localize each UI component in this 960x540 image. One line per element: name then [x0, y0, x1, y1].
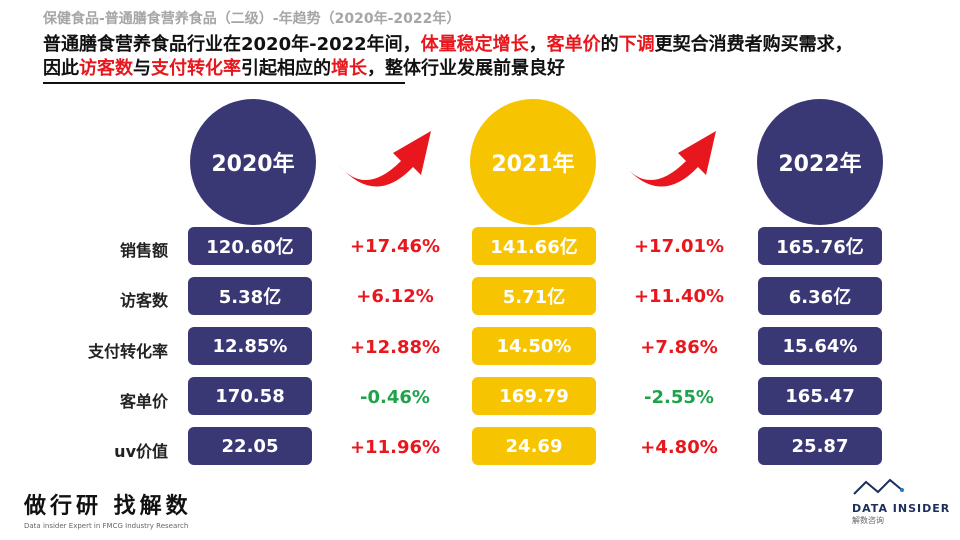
- brand-name: DATA INSIDER: [852, 502, 951, 515]
- growth-arrow-icon: [339, 131, 431, 187]
- data-insider-logo-icon: [853, 478, 904, 495]
- year-label: 2021年: [491, 152, 575, 177]
- headline-part: 访客数: [79, 58, 133, 79]
- change-2021-visitors: +6.12%: [356, 286, 434, 307]
- value-box-2022-unit-price: 165.47: [758, 377, 882, 415]
- change-2022-conversion: +7.86%: [640, 337, 718, 358]
- value-box-2022-uv-value: 25.87: [758, 427, 882, 465]
- value-box-2020-uv-value: 22.05: [188, 427, 312, 465]
- row-label-uv-value: uv价值: [114, 442, 168, 461]
- headline-part: 更契合消费者购买需求，: [654, 34, 853, 55]
- year-label: 2020年: [211, 152, 295, 177]
- brand-slogan: 做行研 找解数: [24, 493, 192, 519]
- change-2021-sales: +17.46%: [349, 236, 441, 257]
- headline-part: 普通膳食营养食品行业在2020年-2022年间，: [43, 34, 421, 55]
- value-box-2022-visitors: 6.36亿: [758, 277, 882, 315]
- year-circle-2022: 2022年: [757, 99, 883, 225]
- value-box-2021-unit-price: 169.79: [472, 377, 596, 415]
- brand-name-cn: 解数咨询: [852, 516, 884, 525]
- row-label-conversion: 支付转化率: [87, 342, 168, 361]
- headline-part: 因此: [43, 58, 79, 79]
- year-circle-2021: 2021年: [470, 99, 596, 225]
- value-box-2022-conversion: 15.64%: [758, 327, 882, 365]
- value-box-2021-uv-value: 24.69: [472, 427, 596, 465]
- headline-part: 与: [133, 58, 151, 79]
- year-label: 2022年: [778, 152, 862, 177]
- value-box-2022-sales: 165.76亿: [758, 227, 882, 265]
- change-2022-sales: +17.01%: [633, 236, 725, 257]
- change-2022-unit-price: -2.55%: [644, 387, 714, 408]
- value-box-2020-sales: 120.60亿: [188, 227, 312, 265]
- page-subtitle: 保健食品-普通膳食营养食品（二级）-年趋势（2020年-2022年）: [43, 11, 461, 27]
- row-label-unit-price: 客单价: [119, 392, 168, 411]
- headline-underline: [43, 82, 405, 84]
- headline-part: 增长: [331, 58, 367, 79]
- headline-part: 体量稳定增长: [420, 34, 529, 55]
- brand-logo-left: 做行研 找解数 Data insider Expert in FMCG Indu…: [24, 488, 192, 530]
- value-box-2020-visitors: 5.38亿: [188, 277, 312, 315]
- growth-arrow-icon: [624, 131, 716, 187]
- value-box-2021-sales: 141.66亿: [472, 227, 596, 265]
- headline-part: 的: [600, 34, 619, 55]
- change-2021-unit-price: -0.46%: [360, 387, 430, 408]
- value-box-2020-unit-price: 170.58: [188, 377, 312, 415]
- value-box-2020-conversion: 12.85%: [188, 327, 312, 365]
- value-box-2021-conversion: 14.50%: [472, 327, 596, 365]
- brand-tagline: Data insider Expert in FMCG Industry Res…: [24, 522, 189, 530]
- headline-part: 下调: [618, 34, 655, 55]
- headline-part: ，整体行业发展前景良好: [367, 58, 565, 79]
- row-label-visitors: 访客数: [119, 291, 168, 310]
- headline-part: 引起相应的: [241, 58, 331, 79]
- row-label-sales: 销售额: [119, 241, 168, 260]
- headline: 普通膳食营养食品行业在2020年-2022年间，体量稳定增长，客单价的下调更契合…: [43, 33, 943, 81]
- headline-part: 支付转化率: [151, 58, 241, 79]
- change-2021-conversion: +12.88%: [349, 337, 441, 358]
- value-box-2021-visitors: 5.71亿: [472, 277, 596, 315]
- brand-logo-right: DATA INSIDER 解数咨询: [852, 478, 952, 526]
- headline-part: ，: [528, 34, 547, 55]
- change-2021-uv-value: +11.96%: [349, 437, 441, 458]
- headline-part: 客单价: [546, 34, 601, 55]
- change-2022-uv-value: +4.80%: [640, 437, 718, 458]
- change-2022-visitors: +11.40%: [633, 286, 725, 307]
- year-circle-2020: 2020年: [190, 99, 316, 225]
